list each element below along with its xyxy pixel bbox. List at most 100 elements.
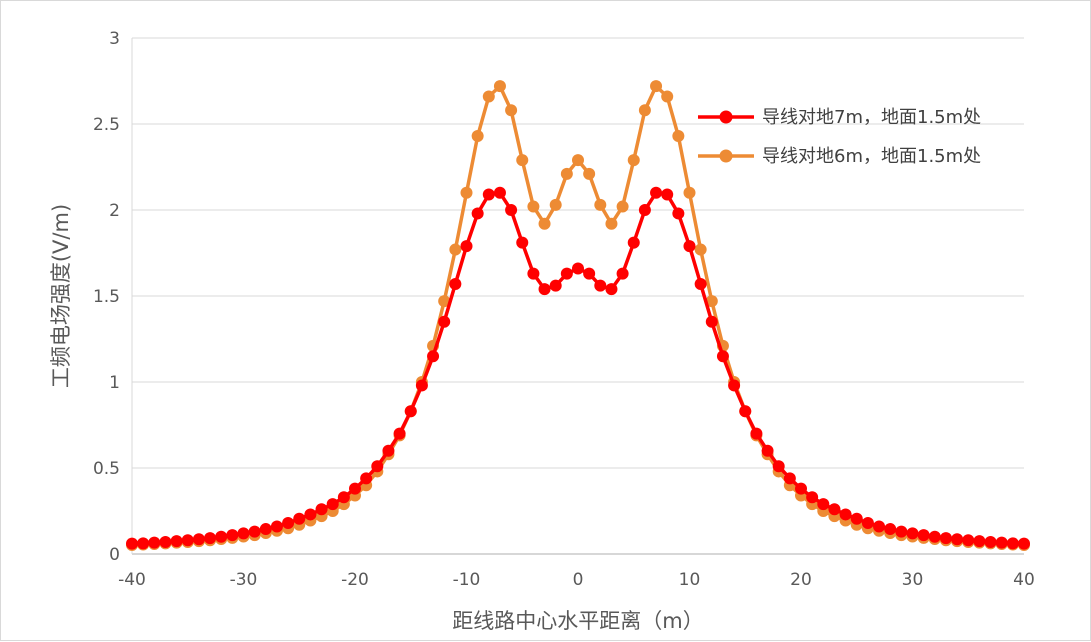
y-tick-label: 2.5: [93, 115, 120, 135]
data-point: [538, 217, 551, 230]
data-point: [427, 350, 440, 363]
y-tick-label: 0.5: [93, 459, 120, 479]
data-point: [493, 80, 506, 93]
data-point: [471, 130, 484, 143]
x-tick-label: -30: [230, 570, 258, 590]
data-point: [605, 283, 618, 296]
data-point: [226, 529, 239, 542]
data-point: [716, 350, 729, 363]
data-point: [471, 207, 484, 220]
x-tick-label: 40: [1013, 570, 1035, 590]
data-point: [661, 188, 674, 201]
axes: [131, 38, 1024, 555]
data-point: [594, 198, 607, 211]
data-point: [861, 517, 874, 530]
data-point: [672, 130, 685, 143]
x-tick-label: 10: [679, 570, 701, 590]
data-point: [928, 530, 941, 543]
legend-item-series-2: 导线对地6m，地面1.5m处: [698, 146, 981, 167]
data-point: [962, 534, 975, 547]
data-point: [371, 460, 384, 473]
x-tick-label: -10: [453, 570, 481, 590]
data-point: [583, 167, 596, 180]
data-point: [683, 240, 696, 253]
x-axis-title: 距线路中心水平距离（m）: [452, 609, 703, 633]
data-point: [638, 104, 651, 117]
data-point: [126, 537, 138, 550]
data-point: [951, 533, 964, 546]
x-tick-label: -20: [341, 570, 369, 590]
data-point: [850, 512, 863, 525]
data-point: [583, 267, 596, 280]
data-point: [438, 295, 451, 308]
data-point: [360, 472, 373, 485]
data-point: [505, 204, 518, 216]
data-point: [393, 427, 406, 440]
data-point: [995, 536, 1008, 549]
data-point: [349, 482, 361, 495]
series-plot: [126, 80, 1030, 552]
data-point: [304, 508, 317, 521]
data-point: [750, 427, 763, 440]
data-point: [772, 460, 785, 473]
data-point: [661, 90, 674, 103]
data-point: [572, 262, 584, 275]
data-point: [572, 154, 584, 167]
data-point: [739, 405, 752, 418]
data-point: [248, 525, 261, 538]
data-point: [828, 503, 841, 516]
grid-lines: [132, 37, 1024, 469]
data-point: [783, 472, 796, 485]
data-point: [181, 534, 194, 547]
y-axis-title: 工频电场强度(V/m): [49, 204, 73, 388]
data-point: [873, 520, 886, 533]
legend-swatch-marker: [719, 110, 733, 124]
data-point: [237, 527, 250, 540]
data-point: [270, 520, 283, 533]
data-point: [192, 533, 205, 546]
data-point: [438, 315, 451, 328]
x-tick-label: 0: [573, 570, 584, 590]
data-point: [259, 523, 272, 536]
data-point: [973, 535, 986, 548]
data-point: [627, 236, 640, 249]
data-point: [282, 517, 295, 530]
series-1: [126, 186, 1030, 550]
data-point: [560, 267, 573, 280]
data-point: [817, 498, 830, 511]
data-point: [594, 279, 607, 292]
y-tick-label: 1: [109, 373, 120, 393]
data-point: [650, 186, 663, 199]
series-line: [131, 191, 1025, 546]
data-point: [538, 283, 551, 296]
data-point: [505, 104, 518, 117]
data-point: [806, 491, 819, 504]
data-point: [839, 508, 852, 521]
data-point: [516, 154, 529, 167]
data-point: [460, 240, 473, 253]
data-point: [516, 236, 529, 249]
y-tick-label: 3: [109, 29, 120, 49]
data-point: [650, 80, 663, 93]
data-point: [906, 527, 919, 540]
data-point: [148, 536, 161, 549]
data-point: [895, 525, 908, 538]
data-point: [705, 295, 718, 308]
data-point: [482, 188, 495, 201]
data-point: [337, 491, 350, 504]
y-tick-label: 0: [109, 545, 120, 565]
data-point: [728, 379, 741, 392]
data-point: [482, 90, 495, 103]
data-point: [616, 200, 629, 213]
x-tick-label: -40: [118, 570, 146, 590]
data-point: [795, 482, 807, 495]
data-point: [1018, 537, 1030, 550]
data-point: [549, 198, 562, 211]
legend-swatch-marker: [719, 149, 733, 163]
data-point: [159, 535, 172, 548]
data-point: [137, 537, 150, 550]
data-point: [638, 204, 651, 216]
legend-label-series-2: 导线对地6m，地面1.5m处: [762, 146, 981, 167]
data-point: [326, 498, 339, 511]
